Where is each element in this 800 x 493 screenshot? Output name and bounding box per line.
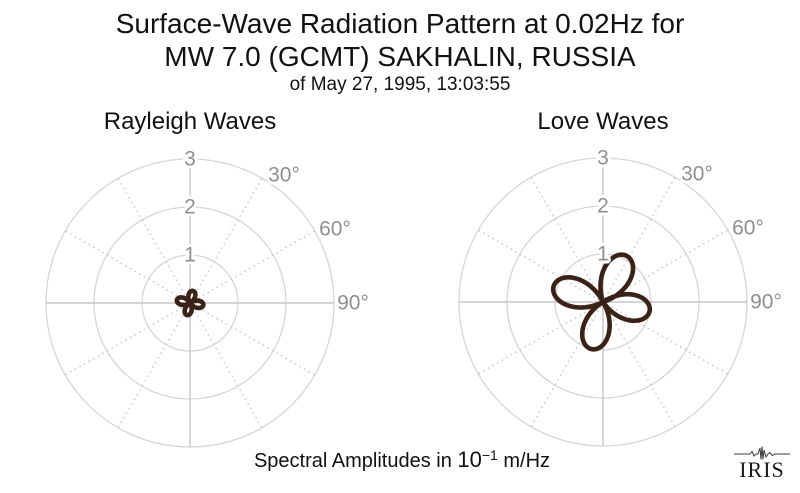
theta-tick-label-60: 60° bbox=[319, 218, 351, 241]
r-tick-label-2: 2 bbox=[597, 195, 609, 218]
amplitude-caption: Spectral Amplitudes in 10−1 m/Hz bbox=[0, 448, 800, 473]
figure-title-line-1: Surface-Wave Radiation Pattern at 0.02Hz… bbox=[115, 8, 685, 39]
theta-tick-label-30: 30° bbox=[268, 164, 300, 187]
caption-suffix: m/Hz bbox=[497, 450, 551, 472]
love-polar-plot: 1 2 3 30° 60° 90° bbox=[458, 144, 785, 447]
theta-tick-label-30: 30° bbox=[681, 163, 713, 186]
love-plot-title: Love Waves bbox=[537, 108, 669, 135]
rayleigh-plot-title: Rayleigh Waves bbox=[103, 108, 277, 135]
iris-logo: IRIS bbox=[731, 446, 793, 481]
figure-title-block: Surface-Wave Radiation Pattern at 0.02Hz… bbox=[0, 7, 800, 97]
iris-logo-text: IRIS bbox=[739, 457, 785, 482]
rayleigh-polar-plot: 1 2 3 30° 60° 90° bbox=[45, 145, 372, 448]
r-tick-label-1: 1 bbox=[597, 243, 609, 266]
figure-title-line-2: MW 7.0 (GCMT) SAKHALIN, RUSSIA bbox=[164, 41, 636, 72]
theta-tick-label-90: 90° bbox=[337, 292, 369, 315]
r-tick-label-1: 1 bbox=[184, 244, 196, 267]
seismogram-icon bbox=[734, 446, 790, 460]
r-tick-label-3: 3 bbox=[184, 148, 196, 171]
caption-mantissa: 10 bbox=[457, 447, 482, 472]
caption-exponent: −1 bbox=[481, 447, 498, 463]
r-tick-label-3: 3 bbox=[597, 147, 609, 170]
r-tick-label-2: 2 bbox=[184, 196, 196, 219]
theta-tick-label-90: 90° bbox=[750, 291, 782, 314]
caption-prefix: Spectral Amplitudes in bbox=[253, 450, 458, 472]
figure-title-line-3: of May 27, 1995, 13:03:55 bbox=[289, 74, 511, 95]
theta-tick-label-60: 60° bbox=[732, 217, 764, 240]
